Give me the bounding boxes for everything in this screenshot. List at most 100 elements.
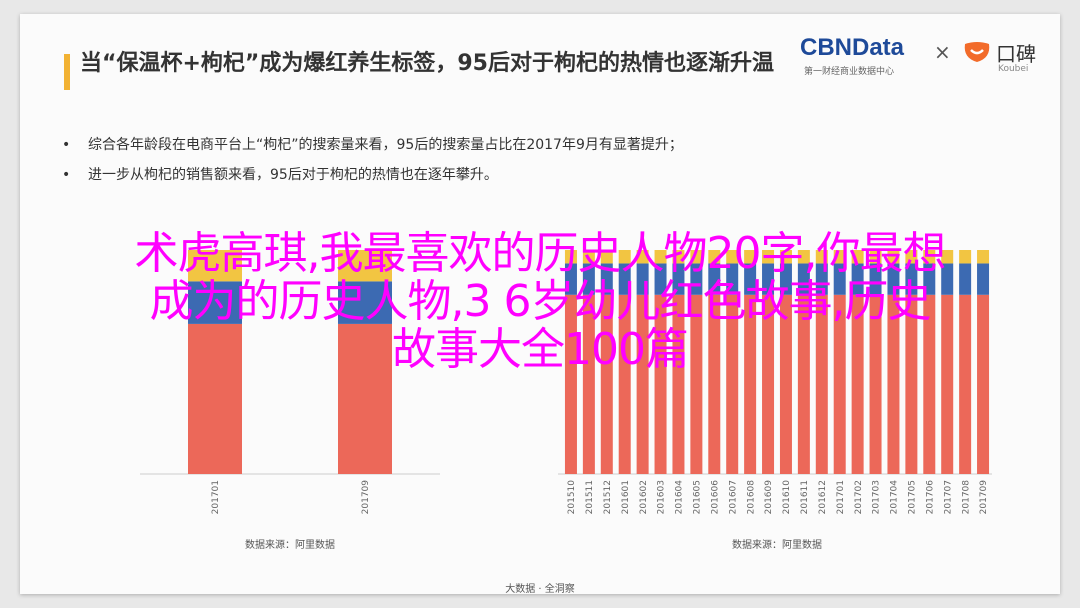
- bar-segment: [672, 263, 685, 295]
- x-tick-label: 201707: [943, 480, 953, 514]
- koubei-subtitle: Koubei: [998, 64, 1029, 74]
- bar-segment: [618, 294, 631, 474]
- bar-segment: [905, 294, 918, 474]
- x-tick-label: 201704: [890, 480, 900, 515]
- title-accent-bar: [64, 54, 70, 90]
- bar-segment: [654, 263, 667, 295]
- bar-segment: [923, 263, 936, 295]
- x-tick-label: 201604: [675, 480, 685, 515]
- bar-segment: [188, 323, 242, 474]
- bar-segment: [833, 263, 846, 295]
- bar-segment: [887, 250, 900, 264]
- bar-segment: [797, 263, 810, 295]
- x-tick-label: 201709: [361, 480, 371, 515]
- cbndata-subtitle: 第一财经商业数据中心: [804, 67, 895, 77]
- x-tick-label: 201608: [746, 480, 756, 515]
- bar-segment: [959, 250, 972, 264]
- bar-segment: [600, 294, 613, 474]
- bar-segment: [851, 263, 864, 295]
- bar-segment: [582, 250, 595, 264]
- times-icon: ×: [934, 40, 951, 64]
- bar-segment: [833, 294, 846, 474]
- bar-segment: [779, 250, 792, 264]
- bar-segment: [600, 250, 613, 264]
- page-title: 当“保温杯+枸杞”成为爆红养生标签，95后对于枸杞的热情也逐渐升温: [80, 51, 774, 76]
- bar-segment: [869, 294, 882, 474]
- bar-segment: [959, 294, 972, 474]
- bar-segment: [726, 294, 739, 474]
- bar-segment: [708, 294, 721, 474]
- bar-segment: [923, 294, 936, 474]
- bar-segment: [690, 263, 703, 295]
- slide: 当“保温杯+枸杞”成为爆红养生标签，95后对于枸杞的热情也逐渐升温 CBNDat…: [20, 14, 1060, 595]
- bar-segment: [338, 323, 392, 474]
- bar-segment: [977, 263, 990, 295]
- source-label: 数据来源：阿里数据: [732, 538, 822, 551]
- x-tick-label: 201602: [639, 480, 649, 514]
- x-tick-label: 201709: [979, 480, 989, 515]
- x-tick-label: 201603: [657, 480, 667, 514]
- bar-segment: [797, 250, 810, 264]
- bar-segment: [779, 263, 792, 295]
- bar-segment: [600, 263, 613, 295]
- bar-segment: [797, 294, 810, 474]
- bar-segment: [636, 263, 649, 295]
- x-tick-label: 201610: [782, 480, 792, 515]
- x-tick-label: 201703: [872, 480, 882, 514]
- bar-segment: [887, 294, 900, 474]
- bar-segment: [959, 263, 972, 295]
- chart-left: 201701 201709 数据来源：阿里数据: [140, 250, 440, 551]
- bar-segment: [726, 250, 739, 264]
- koubei-icon: [964, 42, 990, 62]
- x-tick-label: 201705: [908, 480, 918, 514]
- bar-segment: [744, 250, 757, 264]
- chart-right: 201510 201511 201512 201601 201602 201603 2016…: [558, 250, 992, 551]
- bar-segment: [941, 263, 954, 295]
- bar-segment: [338, 281, 392, 324]
- bullet-item: 进一步从枸杞的销售额来看，95后对于枸杞的热情也在逐年攀升。: [60, 160, 920, 190]
- bar-segment: [941, 294, 954, 474]
- bar-segment: [977, 294, 990, 474]
- footer-text: 大数据 · 全洞察: [505, 584, 575, 595]
- x-tick-label: 201601: [621, 480, 631, 514]
- bar-segment: [869, 263, 882, 295]
- bar-segment: [582, 294, 595, 474]
- overlay-line: 术虎高琪,我最喜欢的历史人物20字,你最想: [134, 228, 947, 279]
- x-tick-label: 201511: [585, 480, 595, 514]
- bullet-list: 综合各年龄段在电商平台上“枸杞”的搜索量来看，95后的搜索量占比在2017年9月…: [60, 130, 920, 190]
- bar-segment: [582, 263, 595, 295]
- bar-segment: [762, 294, 775, 474]
- x-tick-label: 201607: [728, 480, 738, 514]
- bar-segment: [636, 294, 649, 474]
- bar-segment: [977, 250, 990, 264]
- bar-segment: [188, 281, 242, 324]
- bullet-item: 综合各年龄段在电商平台上“枸杞”的搜索量来看，95后的搜索量占比在2017年9月…: [60, 130, 920, 160]
- x-tick-label: 201708: [961, 480, 971, 515]
- x-tick-label: 201606: [710, 480, 720, 515]
- bar-segment: [672, 294, 685, 474]
- cbndata-logo: CBNData: [800, 34, 905, 61]
- x-tick-label: 201701: [211, 480, 221, 514]
- bar-segment: [618, 250, 631, 264]
- bar-segment: [636, 250, 649, 264]
- source-label: 数据来源：阿里数据: [245, 538, 335, 551]
- overlay-line: 故事大全100篇: [392, 324, 689, 375]
- x-tick-label: 201512: [603, 480, 613, 514]
- bar-segment: [815, 263, 828, 295]
- koubei-name: 口碑: [996, 42, 1036, 66]
- bar-segment: [833, 250, 846, 264]
- bar-segment: [654, 250, 667, 264]
- bar-segment: [338, 250, 392, 282]
- bar-segment: [887, 263, 900, 295]
- bar-segment: [672, 250, 685, 264]
- bar-segment: [779, 294, 792, 474]
- x-tick-label: 201612: [818, 480, 828, 514]
- overlay-text: 术虎高琪,我最喜欢的历史人物20字,你最想 成为的历史人物,3 6岁幼儿红色故事…: [0, 230, 1080, 374]
- bar-segment: [851, 294, 864, 474]
- bar-segment: [923, 250, 936, 264]
- bar-segment: [905, 250, 918, 264]
- bar-segment: [564, 263, 577, 295]
- x-tick-label: 201701: [836, 480, 846, 514]
- x-tick-label: 201510: [567, 480, 577, 515]
- bar-segment: [618, 263, 631, 295]
